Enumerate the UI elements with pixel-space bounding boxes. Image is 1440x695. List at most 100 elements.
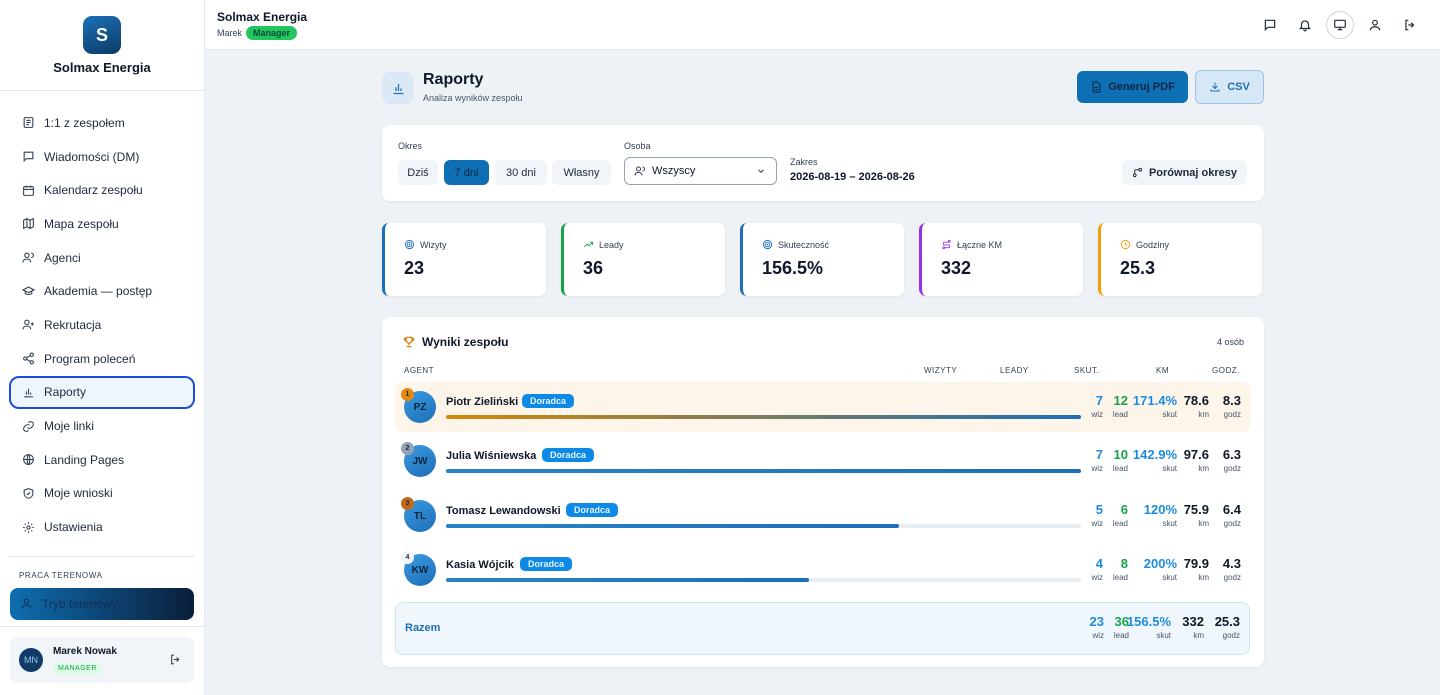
chat-icon[interactable]: [1256, 11, 1284, 39]
metric-leads: 10 lead: [1113, 447, 1128, 475]
metric-unit: km: [1198, 519, 1209, 528]
period-label: Okres: [398, 141, 423, 151]
metric-unit: wiz: [1091, 519, 1103, 528]
metric-hours: 4.3 godz: [1223, 556, 1241, 584]
sidebar-item-1on1[interactable]: 1:1 z zespołem: [9, 106, 195, 140]
calendar-icon: [21, 183, 35, 197]
filters-card: Okres Dziś 7 dni 30 dni Własny Osoba Wsz…: [382, 125, 1264, 201]
sidebar-item-academy[interactable]: Akademia — postęp: [9, 274, 195, 308]
sidebar-item-messages[interactable]: Wiadomości (DM): [9, 140, 195, 174]
stat-label: Leady: [583, 239, 624, 250]
csv-export-button[interactable]: CSV: [1195, 70, 1264, 104]
brand-logo[interactable]: S: [83, 16, 121, 54]
user-name: Marek Nowak: [53, 645, 117, 657]
sidebar-item-label: Ustawienia: [44, 520, 103, 535]
role-badge: Manager: [246, 26, 298, 40]
map-icon: [21, 217, 35, 231]
logout-icon[interactable]: [169, 653, 182, 671]
page-subtitle: Analiza wyników zespołu: [423, 93, 523, 103]
sidebar-item-label: Moje wnioski: [44, 486, 113, 501]
sidebar: S Solmax Energia 1:1 z zespołem Wiadomoś…: [0, 0, 205, 695]
metric-visits: 7 wiz: [1091, 447, 1103, 475]
rank-badge: 4: [401, 551, 414, 564]
metric-value: 23: [1089, 614, 1104, 629]
compare-periods-button[interactable]: Porównaj okresy: [1122, 160, 1247, 185]
sidebar-item-label: Akademia — postęp: [44, 284, 153, 299]
agent-name: Kasia Wójcik: [446, 559, 514, 571]
metric-value: 8.3: [1222, 393, 1241, 408]
user-plus-icon: [21, 318, 35, 332]
metric-km: 79.9 km: [1184, 556, 1209, 584]
sidebar-item-requests[interactable]: Moje wnioski: [9, 477, 195, 511]
stat-card-effectiveness: Skuteczność 156.5%: [740, 223, 904, 296]
progress-fill: [446, 578, 809, 582]
bell-icon[interactable]: [1291, 11, 1319, 39]
table-row[interactable]: 2 JW Julia Wiśniewska Doradca 7 wiz 10 lea…: [395, 436, 1250, 486]
period-option-30-days[interactable]: 30 dni: [495, 160, 547, 185]
period-option-today[interactable]: Dziś: [398, 160, 438, 185]
progress-fill: [446, 524, 900, 528]
topbar-actions: [1249, 11, 1424, 39]
metric-hours: 8.3 godz: [1223, 393, 1241, 421]
sidebar-item-links[interactable]: Moje linki: [9, 409, 195, 443]
avatar[interactable]: MN: [19, 648, 43, 672]
sidebar-item-recruitment[interactable]: Rekrutacja: [9, 308, 195, 342]
field-mode-button[interactable]: Tryb terenowy: [10, 587, 194, 620]
period-option-custom[interactable]: Własny: [552, 160, 611, 185]
metric-leads: 12 lead: [1113, 393, 1128, 421]
metric-unit: km: [1193, 631, 1204, 640]
divider: [9, 555, 195, 557]
metric-unit: godz: [1222, 631, 1240, 640]
stat-value: 332: [941, 258, 972, 278]
topbar-user: Marek Manager: [217, 26, 298, 40]
sidebar-item-referrals[interactable]: Program poleceń: [9, 342, 195, 376]
metric-value: 4.3: [1222, 556, 1241, 571]
sidebar-item-settings[interactable]: Ustawienia: [9, 510, 195, 544]
table-row[interactable]: 1 PZ Piotr Zieliński Doradca 7 wiz 12 lead…: [395, 382, 1250, 432]
metric-value: 200%: [1143, 556, 1177, 571]
metric-effectiveness: 200% skut: [1144, 556, 1177, 584]
metric-unit: skut: [1162, 573, 1177, 582]
stat-label-text: Godziny: [1136, 239, 1170, 250]
progress-bar: [446, 578, 1081, 582]
metric-value: 79.9: [1183, 556, 1209, 571]
clock-icon: [1120, 239, 1131, 250]
csv-label: CSV: [1227, 81, 1250, 93]
sidebar-item-label: Program poleceń: [44, 351, 136, 366]
metric-value: 5: [1095, 502, 1103, 517]
sidebar-item-calendar[interactable]: Kalendarz zespołu: [9, 173, 195, 207]
sidebar-item-landing-pages[interactable]: Landing Pages: [9, 443, 195, 477]
team-results-title-text: Wyniki zespołu: [422, 335, 509, 349]
sidebar-item-reports[interactable]: Raporty: [9, 375, 195, 410]
metric-hours: 25.3 godz: [1215, 614, 1240, 642]
stat-label-text: Leady: [599, 239, 624, 250]
metric-unit: lead: [1112, 410, 1128, 419]
period-option-7-days[interactable]: 7 dni: [444, 160, 489, 185]
person-select[interactable]: Wszyscy: [624, 157, 777, 185]
role-badge: Doradca: [566, 503, 619, 517]
range-value: 2026-08-19 – 2026-08-26: [790, 171, 915, 183]
sidebar-item-map[interactable]: Mapa zespołu: [9, 207, 195, 241]
person-label: Osoba: [624, 141, 651, 151]
metric-unit: skut: [1162, 519, 1177, 528]
column-header-leads: LEADY: [1000, 366, 1029, 375]
metric-unit: wiz: [1091, 464, 1103, 473]
metric-leads: 8 lead: [1113, 556, 1128, 584]
table-row[interactable]: 3 TL Tomasz Lewandowski Doradca 5 wiz 6 le…: [395, 491, 1250, 541]
metric-hours: 6.3 godz: [1223, 447, 1241, 475]
metric-value: 7: [1095, 393, 1103, 408]
metric-effectiveness: 120% skut: [1144, 502, 1177, 530]
metric-unit: godz: [1223, 573, 1241, 582]
rank-badge: 1: [401, 388, 414, 401]
metric-value: 171.4%: [1132, 393, 1177, 408]
metric-value: 8: [1120, 556, 1128, 571]
link-icon: [21, 419, 35, 433]
monitor-icon[interactable]: [1326, 11, 1354, 39]
trending-up-icon: [583, 239, 594, 250]
table-row[interactable]: 4 KW Kasia Wójcik Doradca 4 wiz 8 lead 200…: [395, 545, 1250, 595]
sidebar-item-agents[interactable]: Agenci: [9, 241, 195, 275]
logout-icon[interactable]: [1396, 11, 1424, 39]
user-icon[interactable]: [1361, 11, 1389, 39]
generate-pdf-button[interactable]: Generuj PDF: [1077, 71, 1188, 103]
topbar-username: Marek: [217, 28, 243, 38]
